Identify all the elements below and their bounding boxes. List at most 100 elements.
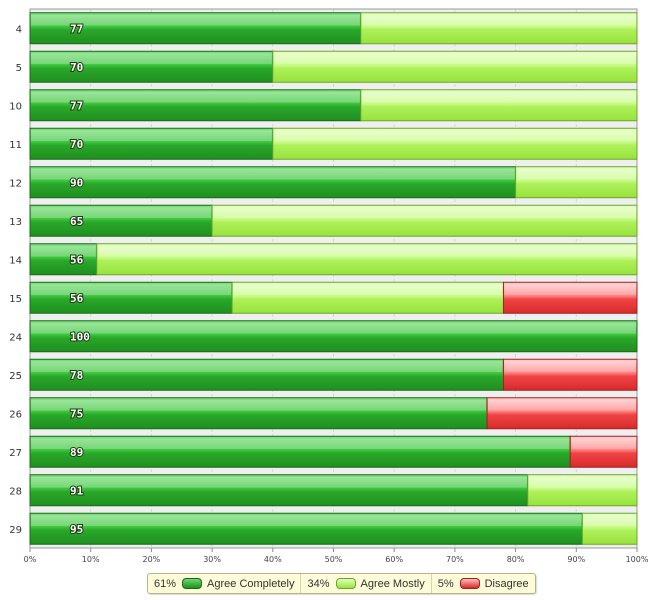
- bar-data-label: 90: [70, 176, 83, 189]
- bar-data-label: 70: [70, 138, 83, 151]
- x-tick-label: 70%: [446, 555, 464, 564]
- bar-highlight: [97, 245, 636, 257]
- bar-segment-agree-completely: [29, 358, 504, 391]
- bar-highlight: [504, 284, 636, 296]
- bar-highlight: [31, 515, 582, 527]
- bar-data-label: 78: [70, 369, 83, 382]
- x-tick-label: 0%: [24, 555, 37, 564]
- bar-highlight: [31, 322, 636, 334]
- y-tick-label: 27: [9, 448, 22, 459]
- bar-highlight: [488, 399, 636, 411]
- bar-segment-agree-mostly: [211, 204, 638, 237]
- bar-data-label: 77: [70, 99, 83, 112]
- bar-segment-agree-mostly: [515, 166, 638, 199]
- bar-segment-disagree: [502, 358, 638, 391]
- bar-segment-agree-mostly: [527, 474, 638, 507]
- bar-segment-agree-completely: [29, 89, 362, 122]
- y-tick-label: 11: [9, 140, 22, 151]
- legend: 61% Agree Completely 34% Agree Mostly 5%…: [147, 573, 536, 594]
- bar-segment-disagree: [502, 281, 638, 314]
- bar-segment-disagree: [569, 435, 638, 468]
- bar-highlight: [31, 91, 360, 103]
- bar-segment-agree-completely: [29, 12, 362, 45]
- legend-swatch-agree-mostly: [335, 578, 356, 589]
- y-tick-label: 12: [9, 178, 22, 189]
- bar-segment-agree-mostly: [231, 281, 504, 314]
- bar-highlight: [273, 53, 636, 65]
- bar-data-label: 56: [70, 292, 84, 305]
- bar-segment-agree-completely: [29, 512, 583, 545]
- bar-highlight: [31, 245, 96, 257]
- bar-data-label: 65: [70, 215, 83, 228]
- bar-segment-agree-completely: [29, 320, 638, 353]
- bar-highlight: [583, 515, 636, 527]
- bar-segment-disagree: [486, 397, 638, 430]
- plot-border: [29, 8, 638, 549]
- bar-segment-agree-completely: [29, 397, 488, 430]
- y-tick-label: 29: [9, 525, 22, 536]
- bar-data-label: 75: [70, 407, 83, 420]
- bar-highlight: [31, 476, 527, 488]
- legend-label: Agree Mostly: [360, 577, 425, 590]
- bar-data-label: 89: [70, 446, 83, 459]
- bar-highlight: [213, 207, 636, 219]
- y-tick-label: 5: [16, 63, 22, 74]
- bar-highlight: [516, 168, 636, 180]
- bar-segment-agree-completely: [29, 166, 517, 199]
- legend-item-agree-completely: 61% Agree Completely: [148, 574, 302, 593]
- legend-percent: 61%: [154, 577, 177, 590]
- bar-highlight: [361, 91, 636, 103]
- x-tick-label: 10%: [82, 555, 100, 564]
- bar-highlight: [31, 207, 212, 219]
- bar-data-label: 77: [70, 22, 83, 35]
- bar-segment-agree-mostly: [272, 127, 638, 160]
- y-tick-label: 28: [9, 486, 22, 497]
- y-tick-label: 15: [9, 294, 22, 305]
- bar-highlight: [31, 361, 503, 373]
- x-tick-label: 100%: [626, 555, 649, 564]
- bar-data-label: 100: [70, 330, 90, 343]
- y-tick-label: 25: [9, 371, 22, 382]
- x-tick-label: 30%: [203, 555, 221, 564]
- bar-data-label: 91: [70, 484, 84, 497]
- y-tick-label: 26: [9, 409, 22, 420]
- legend-item-agree-mostly: 34% Agree Mostly: [301, 574, 432, 593]
- bar-segment-agree-mostly: [272, 50, 638, 83]
- bar-highlight: [571, 438, 636, 450]
- bar-highlight: [31, 438, 570, 450]
- bar-highlight: [233, 284, 503, 296]
- bar-highlight: [31, 399, 487, 411]
- x-tick-label: 50%: [325, 555, 343, 564]
- bar-highlight: [31, 14, 360, 26]
- bar-highlight: [31, 284, 232, 296]
- bar-segment-agree-mostly: [581, 512, 638, 545]
- y-tick-label: 14: [9, 255, 22, 266]
- bar-segment-agree-mostly: [360, 89, 638, 122]
- legend-percent: 5%: [437, 577, 454, 590]
- legend-label: Disagree: [484, 577, 529, 590]
- legend-swatch-agree-completely: [182, 578, 203, 589]
- bar-segment-agree-completely: [29, 281, 233, 314]
- x-tick-label: 80%: [507, 555, 525, 564]
- bar-segment-agree-mostly: [360, 12, 638, 45]
- x-tick-label: 20%: [143, 555, 161, 564]
- bar-highlight: [361, 14, 636, 26]
- bar-highlight: [273, 130, 636, 142]
- legend-item-disagree: 5% Disagree: [432, 574, 535, 593]
- bar-segment-agree-completely: [29, 435, 571, 468]
- bar-data-label: 56: [70, 253, 84, 266]
- x-tick-label: 90%: [567, 555, 585, 564]
- bar-highlight: [31, 130, 272, 142]
- bar-data-label: 95: [70, 523, 83, 536]
- bar-highlight: [504, 361, 636, 373]
- bar-highlight: [31, 168, 515, 180]
- legend-percent: 34%: [307, 577, 330, 590]
- y-tick-label: 4: [16, 24, 22, 35]
- bar-data-label: 70: [70, 61, 83, 74]
- bar-segment-agree-completely: [29, 127, 274, 160]
- bar-segment-agree-completely: [29, 474, 529, 507]
- x-tick-label: 40%: [264, 555, 282, 564]
- bar-segment-agree-mostly: [96, 243, 638, 276]
- bar-highlight: [31, 53, 272, 65]
